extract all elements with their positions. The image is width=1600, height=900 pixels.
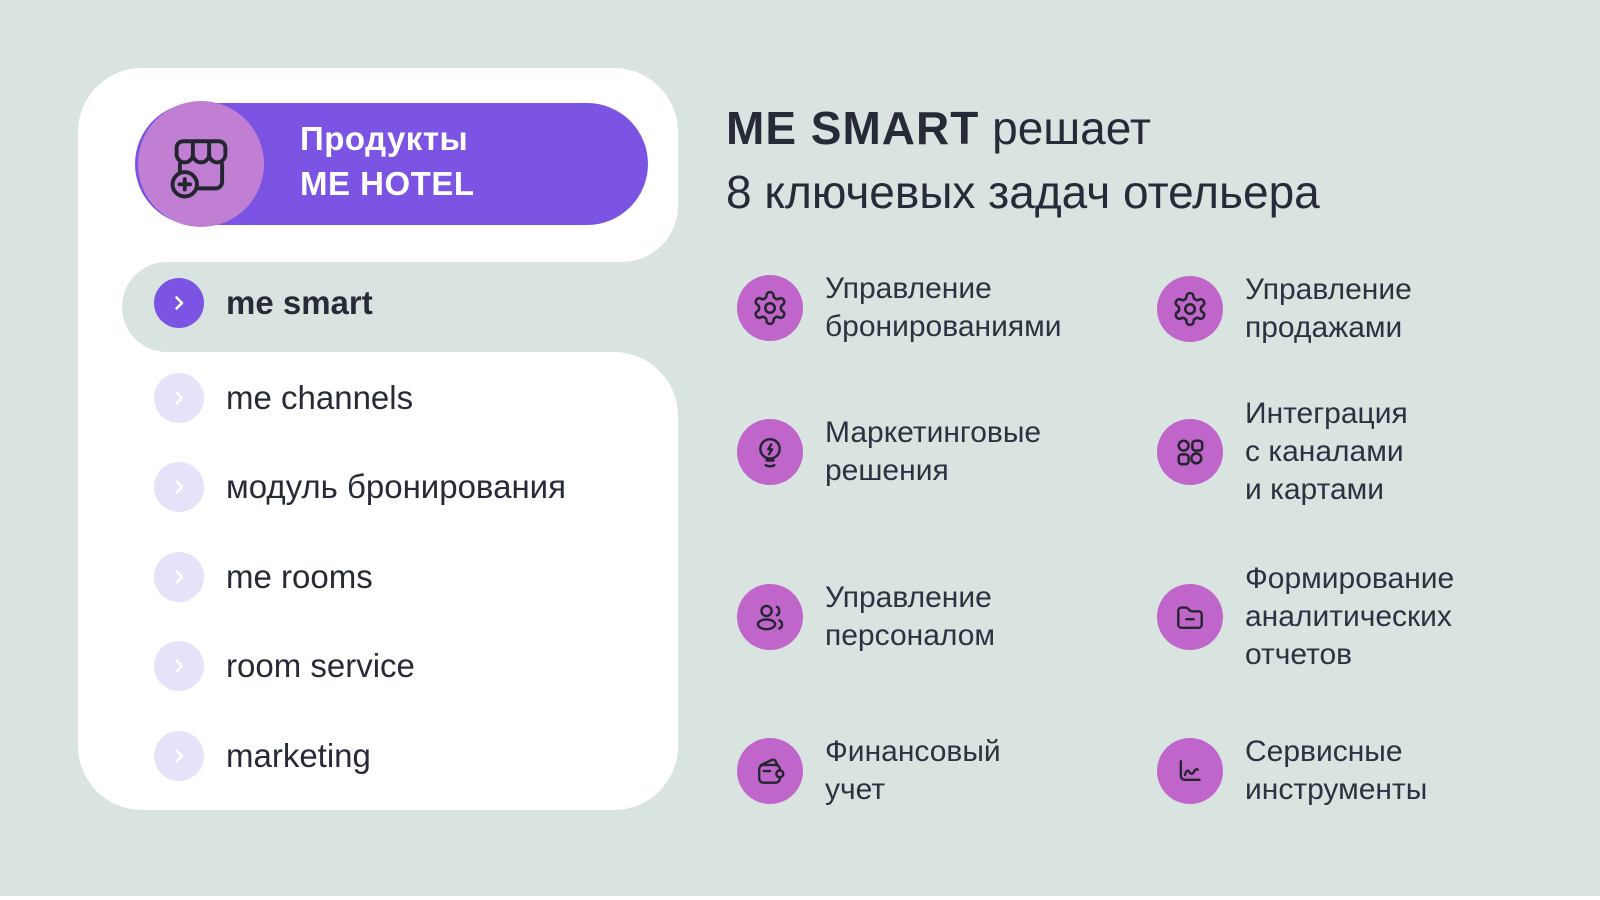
- task-label: Формирование аналитических отчетов: [1245, 562, 1455, 671]
- sidebar-item-label: me smart: [226, 284, 373, 321]
- chevron-right-icon: [154, 373, 204, 423]
- page-title: ME SMART решает 8 ключевых задач отельер…: [726, 96, 1320, 224]
- chevron-right-icon: [154, 552, 204, 602]
- sidebar-item-marketing[interactable]: marketing: [154, 731, 371, 781]
- sidebar-item-booking-module[interactable]: модуль бронирования: [154, 462, 566, 512]
- chevron-right-icon: [154, 641, 204, 691]
- chevron-right-icon: [154, 278, 204, 328]
- sidebar-item-me-smart[interactable]: me smart: [154, 278, 373, 328]
- task-sales-management: Управление продажами: [1157, 271, 1412, 347]
- lightbulb-icon: [737, 419, 803, 485]
- task-label: Управление продажами: [1245, 273, 1412, 344]
- storefront-icon: [138, 101, 264, 227]
- title-rest: решает: [979, 102, 1151, 154]
- sidebar-item-label: модуль бронирования: [226, 468, 566, 505]
- task-staff-management: Управление персоналом: [737, 579, 995, 655]
- gear-icon: [1157, 276, 1223, 342]
- gear-icon: [737, 275, 803, 341]
- task-booking-management: Управление бронированиями: [737, 270, 1061, 346]
- task-label: Финансовый учет: [825, 735, 1001, 806]
- title-line2: 8 ключевых задач отельера: [726, 166, 1320, 218]
- sidebar-item-room-service[interactable]: room service: [154, 641, 415, 691]
- folder-icon: [1157, 584, 1223, 650]
- products-sidebar: Продукты ME HOTEL me smart me channels м…: [78, 68, 678, 810]
- sidebar-item-label: me rooms: [226, 558, 373, 595]
- sidebar-item-me-rooms[interactable]: me rooms: [154, 552, 373, 602]
- task-label: Интеграция с каналами и картами: [1245, 397, 1408, 506]
- sidebar-item-label: marketing: [226, 737, 371, 774]
- chevron-right-icon: [154, 731, 204, 781]
- task-analytics-reports: Формирование аналитических отчетов: [1157, 560, 1454, 674]
- task-label: Управление персоналом: [825, 581, 996, 652]
- task-financial-accounting: Финансовый учет: [737, 733, 1001, 809]
- task-service-tools: Сервисные инструменты: [1157, 733, 1427, 809]
- sidebar-item-me-channels[interactable]: me channels: [154, 373, 413, 423]
- wallet-icon: [737, 738, 803, 804]
- chevron-right-icon: [154, 462, 204, 512]
- sidebar-item-label: room service: [226, 647, 415, 684]
- task-label: Сервисные инструменты: [1245, 735, 1428, 806]
- products-header-title: Продукты ME HOTEL: [300, 120, 475, 202]
- active-item-band: [122, 262, 678, 352]
- people-icon: [737, 584, 803, 650]
- task-label: Маркетинговые решения: [825, 416, 1042, 487]
- integration-grid-icon: [1157, 419, 1223, 485]
- task-label: Управление бронированиями: [825, 272, 1062, 343]
- bottom-divider: [0, 896, 1600, 900]
- sidebar-item-label: me channels: [226, 379, 414, 416]
- task-marketing-solutions: Маркетинговые решения: [737, 414, 1041, 490]
- task-channel-integration: Интеграция с каналами и картами: [1157, 395, 1408, 509]
- chart-icon: [1157, 738, 1223, 804]
- title-emphasis: ME SMART: [726, 102, 980, 154]
